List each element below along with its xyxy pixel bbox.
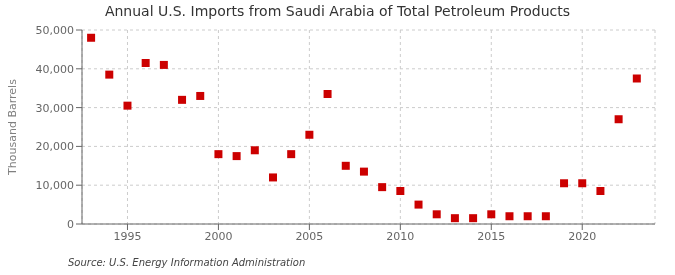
svg-text:50,000: 50,000 <box>36 24 75 37</box>
svg-text:2005: 2005 <box>295 230 323 243</box>
svg-text:2000: 2000 <box>204 230 232 243</box>
svg-text:1995: 1995 <box>113 230 141 243</box>
svg-text:2010: 2010 <box>386 230 414 243</box>
svg-text:0: 0 <box>67 218 74 231</box>
svg-text:2020: 2020 <box>568 230 596 243</box>
svg-text:Thousand Barrels: Thousand Barrels <box>8 79 19 176</box>
svg-text:10,000: 10,000 <box>36 179 75 192</box>
svg-text:40,000: 40,000 <box>36 63 75 76</box>
svg-text:30,000: 30,000 <box>36 102 75 115</box>
html-text:Annual U.S. Imports from Saudi: Annual U.S. Imports from Saudi Arabia of… <box>104 3 571 19</box>
svg-text:20,000: 20,000 <box>36 140 75 153</box>
html-text:Source: U.S. Energy Informatio: Source: U.S. Energy Information Administ… <box>68 257 306 268</box>
svg-text:2015: 2015 <box>477 230 505 243</box>
